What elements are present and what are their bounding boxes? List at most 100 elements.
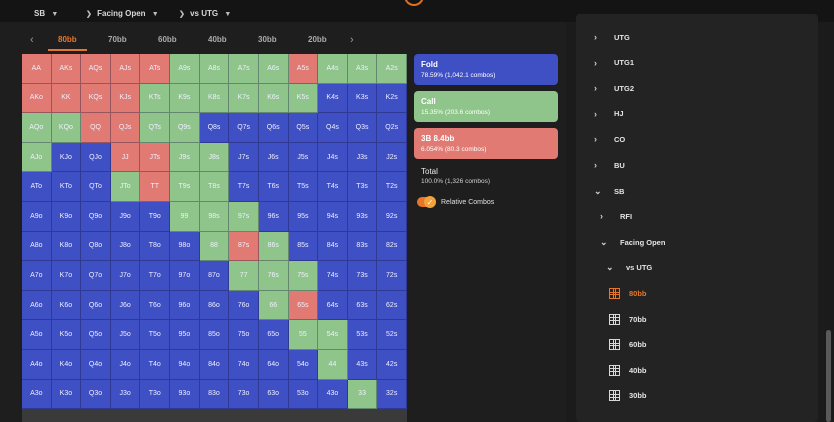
hand-cell[interactable]: K9s: [170, 83, 200, 114]
breadcrumb-position[interactable]: SB ▼: [34, 9, 58, 18]
hand-cell[interactable]: 83s: [347, 231, 378, 262]
hand-cell[interactable]: K7o: [51, 261, 82, 291]
hand-cell[interactable]: K3o: [51, 379, 82, 410]
hand-cell[interactable]: 84s: [318, 231, 348, 262]
tree-item-co[interactable]: › CO: [594, 134, 625, 144]
hand-cell[interactable]: T2s: [377, 172, 407, 202]
hand-cell[interactable]: 43o: [318, 379, 348, 410]
hand-cell[interactable]: J8s: [199, 142, 230, 173]
tree-item-utg2[interactable]: › UTG2: [594, 83, 634, 93]
hand-cell[interactable]: 54s: [318, 320, 348, 350]
hand-cell[interactable]: 85s: [288, 231, 319, 262]
hand-cell[interactable]: KTo: [51, 172, 82, 202]
hand-cell[interactable]: 66: [258, 290, 289, 321]
hand-cell[interactable]: A5o: [22, 320, 52, 350]
hand-cell[interactable]: T5o: [140, 320, 171, 350]
hand-cell[interactable]: A3s: [347, 54, 378, 84]
tree-item-bu[interactable]: › BU: [594, 160, 625, 170]
hand-cell[interactable]: 73s: [347, 261, 378, 291]
tab-60bb[interactable]: 60bb: [158, 35, 177, 44]
hand-cell[interactable]: QTs: [140, 113, 171, 143]
tree-item-40bb[interactable]: 40bb: [609, 364, 647, 376]
hand-cell[interactable]: 85o: [199, 320, 230, 350]
hand-cell[interactable]: 64o: [258, 349, 289, 380]
hand-cell[interactable]: 64s: [318, 290, 348, 321]
hand-cell[interactable]: Q8o: [81, 231, 111, 262]
hand-cell[interactable]: A7s: [229, 54, 259, 84]
hand-cell[interactable]: J3s: [347, 142, 378, 173]
hand-cell[interactable]: ATs: [140, 54, 171, 84]
breadcrumb-villain[interactable]: ❯ vs UTG ▼: [179, 9, 231, 18]
hand-cell[interactable]: 55: [288, 320, 319, 350]
tree-item-utg1[interactable]: › UTG1: [594, 58, 634, 68]
hand-cell[interactable]: K6o: [51, 290, 82, 321]
hand-cell[interactable]: T9s: [170, 172, 200, 202]
tab-80bb[interactable]: 80bb: [48, 35, 87, 51]
tree-item-facing-open[interactable]: ⌄ Facing Open: [600, 237, 665, 248]
hand-cell[interactable]: Q3o: [81, 379, 111, 410]
hand-cell[interactable]: J4o: [110, 349, 141, 380]
hand-cell[interactable]: 72s: [377, 261, 407, 291]
hand-cell[interactable]: AQs: [81, 54, 111, 84]
hand-cell[interactable]: T4o: [140, 349, 171, 380]
hand-cell[interactable]: 93s: [347, 201, 378, 232]
hand-cell[interactable]: A9s: [170, 54, 200, 84]
hand-cell[interactable]: AKo: [22, 83, 52, 114]
hand-cell[interactable]: 82s: [377, 231, 407, 262]
tree-item-30bb[interactable]: 30bb: [609, 390, 647, 402]
hand-cell[interactable]: A2s: [377, 54, 407, 84]
hand-cell[interactable]: J9s: [170, 142, 200, 173]
hand-cell[interactable]: K5s: [288, 83, 319, 114]
hand-cell[interactable]: 97s: [229, 201, 259, 232]
hand-cell[interactable]: 63s: [347, 290, 378, 321]
hand-cell[interactable]: 98o: [170, 231, 200, 262]
hand-cell[interactable]: A4o: [22, 349, 52, 380]
hand-cell[interactable]: Q9s: [170, 113, 200, 143]
hand-cell[interactable]: AQo: [22, 113, 52, 143]
hand-cell[interactable]: 95s: [288, 201, 319, 232]
hand-cell[interactable]: T7s: [229, 172, 259, 202]
hand-cell[interactable]: J4s: [318, 142, 348, 173]
legend-fold[interactable]: Fold 78.59% (1,042.1 combos): [414, 54, 558, 85]
tree-item-utg[interactable]: › UTG: [594, 32, 630, 42]
hand-cell[interactable]: Q2s: [377, 113, 407, 143]
hand-cell[interactable]: J3o: [110, 379, 141, 410]
hand-cell[interactable]: 94s: [318, 201, 348, 232]
hand-cell[interactable]: JJ: [110, 142, 141, 173]
hand-cell[interactable]: AKs: [51, 54, 82, 84]
hand-cell[interactable]: 97o: [170, 261, 200, 291]
tab-20bb[interactable]: 20bb: [308, 35, 327, 44]
hand-cell[interactable]: 87o: [199, 261, 230, 291]
tree-item-hj[interactable]: › HJ: [594, 109, 624, 119]
hand-cell[interactable]: 96s: [258, 201, 289, 232]
hand-cell[interactable]: Q7s: [229, 113, 259, 143]
hand-cell[interactable]: 33: [347, 379, 378, 410]
tab-next-icon[interactable]: ›: [350, 34, 354, 46]
hand-cell[interactable]: J7s: [229, 142, 259, 173]
tree-item-vs-utg[interactable]: ⌄ vs UTG: [606, 262, 652, 273]
hand-cell[interactable]: Q8s: [199, 113, 230, 143]
tree-item-sb[interactable]: ⌄ SB: [594, 186, 624, 197]
hand-cell[interactable]: 42s: [377, 349, 407, 380]
hand-cell[interactable]: 44: [318, 349, 348, 380]
hand-cell[interactable]: 62s: [377, 290, 407, 321]
hand-cell[interactable]: 74o: [229, 349, 259, 380]
hand-cell[interactable]: KJo: [51, 142, 82, 173]
hand-cell[interactable]: Q3s: [347, 113, 378, 143]
hand-cell[interactable]: Q4o: [81, 349, 111, 380]
hand-cell[interactable]: ATo: [22, 172, 52, 202]
hand-cell[interactable]: T8o: [140, 231, 171, 262]
hand-cell[interactable]: A8s: [199, 54, 230, 84]
tree-item-70bb[interactable]: 70bb: [609, 313, 647, 325]
hand-cell[interactable]: 53s: [347, 320, 378, 350]
hand-cell[interactable]: JTo: [110, 172, 141, 202]
hand-cell[interactable]: 88: [199, 231, 230, 262]
hand-cell[interactable]: KTs: [140, 83, 171, 114]
hand-cell[interactable]: 77: [229, 261, 259, 291]
hand-cell[interactable]: 94o: [170, 349, 200, 380]
hand-cell[interactable]: J7o: [110, 261, 141, 291]
hand-cell[interactable]: Q6s: [258, 113, 289, 143]
hand-cell[interactable]: J6o: [110, 290, 141, 321]
hand-cell[interactable]: A9o: [22, 201, 52, 232]
hand-cell[interactable]: A7o: [22, 261, 52, 291]
